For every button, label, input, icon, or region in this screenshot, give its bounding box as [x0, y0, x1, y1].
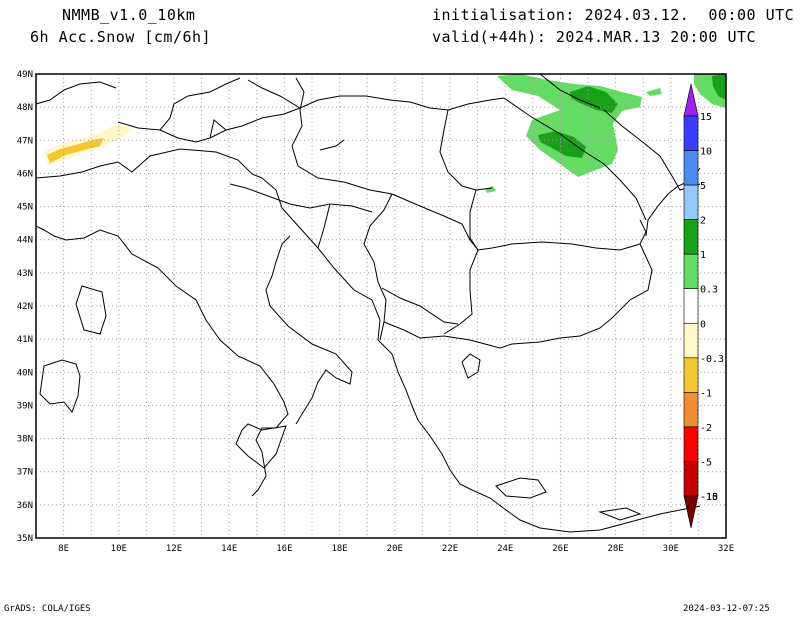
- variable-title: 6h Acc.Snow [cm/6h]: [30, 28, 212, 46]
- lon-tick-label: 18E: [331, 544, 347, 554]
- lat-tick-label: 45N: [17, 203, 33, 213]
- longitude-tick-labels: 8E 10E 12E 14E 16E 18E 20E 22E 24E 26E 28E 30E 32E: [58, 544, 734, 554]
- lat-tick-label: 35N: [17, 534, 33, 544]
- render-timestamp: 2024-03-12-07:25: [683, 604, 770, 614]
- colorbar-legend: 15 10 5 2 1 0.3 0 -0.3 -1 -2 -5 -10-15: [683, 83, 724, 529]
- snow-field-small-2: [485, 186, 496, 193]
- lat-tick-label: 46N: [17, 169, 33, 179]
- colorbar-swatch: [683, 115, 699, 151]
- lon-tick-label: 28E: [607, 544, 623, 554]
- snow-fields: [44, 74, 726, 193]
- coastlines: [35, 148, 701, 533]
- lon-tick-label: 24E: [497, 544, 513, 554]
- borders: [35, 73, 701, 349]
- lat-tick-label: 48N: [17, 103, 33, 113]
- snow-field-carpathians-moderate-2: [538, 131, 586, 158]
- colorbar-label: -10: [700, 492, 718, 503]
- lat-tick-label: 42N: [17, 302, 33, 312]
- lat-tick-label: 39N: [17, 401, 33, 411]
- colorbar-label: 2: [700, 216, 706, 227]
- snow-field-carpathians-light: [497, 74, 642, 177]
- colorbar-swatch: [683, 288, 699, 324]
- lon-tick-label: 16E: [276, 544, 292, 554]
- colorbar-max-triangle: [683, 83, 699, 117]
- colorbar-swatch: [683, 357, 699, 393]
- colorbar-label: 1: [700, 250, 706, 261]
- latitude-tick-labels: 49N 48N 47N 46N 45N 44N 43N 42N 41N 40N 39N 38N 37N 3…: [17, 70, 33, 544]
- model-name: NMMB_v1.0_10km: [62, 6, 196, 24]
- lon-tick-label: 8E: [58, 544, 69, 554]
- colorbar-swatch: [683, 253, 699, 290]
- lon-tick-label: 22E: [442, 544, 458, 554]
- snow-field-northeast-moderate: [712, 74, 726, 100]
- colorbar-label: -0.3: [700, 354, 724, 365]
- initialisation-time: initialisation: 2024.03.12. 00:00 UTC: [432, 6, 795, 24]
- lat-tick-label: 37N: [17, 468, 33, 478]
- snow-field-small-1: [646, 88, 662, 96]
- lat-tick-label: 38N: [17, 435, 33, 445]
- colorbar-label: 5: [700, 181, 706, 192]
- colorbar-swatch: [683, 184, 699, 220]
- lat-tick-label: 40N: [17, 368, 33, 378]
- lon-tick-label: 14E: [221, 544, 237, 554]
- colorbar-swatch: [683, 461, 699, 497]
- colorbar-label: 0: [700, 319, 706, 330]
- lat-tick-label: 36N: [17, 501, 33, 511]
- valid-time: valid(+44h): 2024.MAR.13 20:00 UTC: [432, 28, 757, 46]
- graticule: [36, 74, 726, 538]
- grads-credit: GrADS: COLA/IGES: [4, 604, 91, 614]
- colorbar-label: -1: [700, 388, 712, 399]
- colorbar-label: -5: [700, 457, 712, 468]
- lon-tick-label: 30E: [663, 544, 679, 554]
- lon-tick-label: 26E: [552, 544, 568, 554]
- colorbar-label: 15: [700, 112, 712, 123]
- lon-tick-label: 32E: [718, 544, 734, 554]
- lat-tick-label: 43N: [17, 269, 33, 279]
- colorbar-swatch: [683, 322, 699, 359]
- snow-field-alps-moderate: [47, 138, 104, 163]
- colorbar-swatch: [683, 426, 699, 462]
- colorbar-swatch: [683, 150, 699, 186]
- colorbar-swatch: [683, 219, 699, 255]
- colorbar-label: 0.3: [700, 285, 718, 296]
- colorbar-label: 10: [700, 147, 712, 158]
- snow-field-carpathians-moderate-1: [570, 86, 618, 113]
- colorbar-min-triangle: [683, 495, 699, 529]
- lat-tick-label: 41N: [17, 335, 33, 345]
- lon-tick-label: 10E: [111, 544, 127, 554]
- colorbar-swatch: [683, 392, 699, 428]
- lon-tick-label: 20E: [387, 544, 403, 554]
- lat-tick-label: 49N: [17, 70, 33, 80]
- lon-tick-label: 12E: [166, 544, 182, 554]
- lat-tick-label: 47N: [17, 136, 33, 146]
- colorbar-label: -15: [700, 492, 718, 503]
- lat-tick-label: 44N: [17, 236, 33, 246]
- map-frame: [35, 73, 727, 539]
- colorbar-label: -2: [700, 423, 712, 434]
